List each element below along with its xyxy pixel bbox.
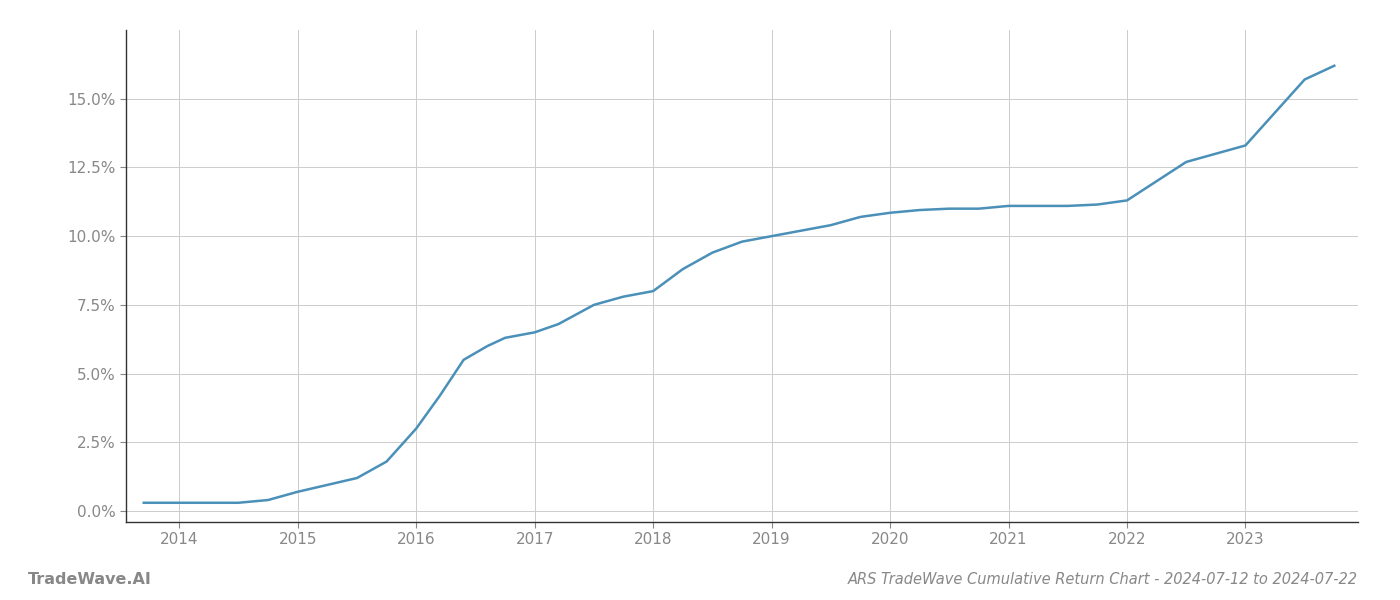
- Text: TradeWave.AI: TradeWave.AI: [28, 572, 151, 587]
- Text: ARS TradeWave Cumulative Return Chart - 2024-07-12 to 2024-07-22: ARS TradeWave Cumulative Return Chart - …: [848, 572, 1358, 587]
